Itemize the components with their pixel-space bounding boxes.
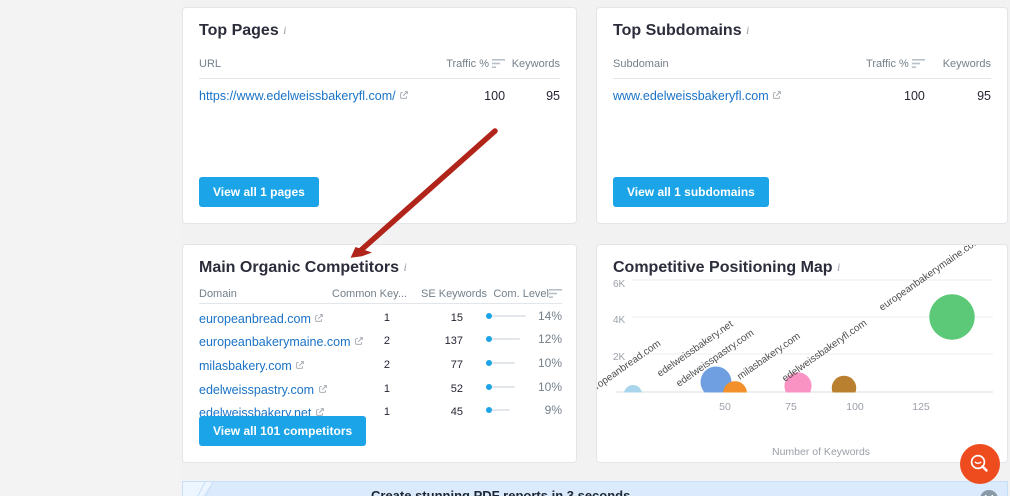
svg-text:100: 100	[846, 401, 864, 413]
svg-text:50: 50	[719, 401, 731, 413]
svg-text:edelweissbakeryfl.com: edelweissbakeryfl.com	[780, 318, 869, 385]
svg-text:125: 125	[912, 401, 930, 413]
svg-text:75: 75	[785, 401, 797, 413]
